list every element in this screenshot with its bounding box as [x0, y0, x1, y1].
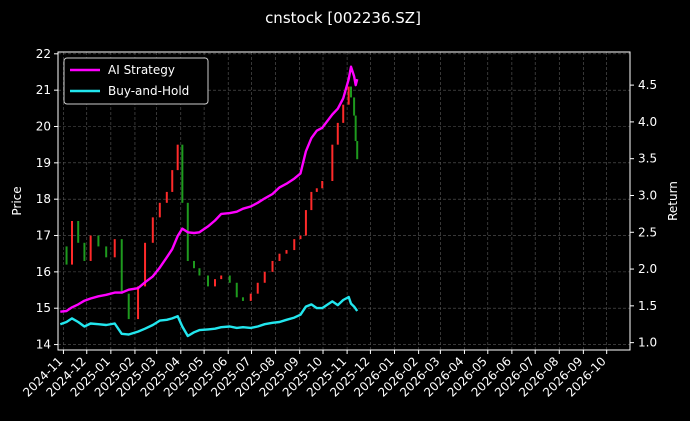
- y-tick-label-left: 16: [36, 265, 51, 279]
- series-line-ai-strategy: [60, 65, 359, 313]
- y-tick-label-left: 14: [36, 338, 51, 352]
- y-tick-label-left: 22: [36, 47, 51, 61]
- y-axis-right-ticks: 1.0 1.5 2.0 2.5 3.0 3.5 4.0 4.5: [630, 78, 657, 350]
- y-tick-label-right: 3.5: [638, 152, 657, 166]
- y-tick-label-right: 2.5: [638, 225, 657, 239]
- series-line-buy-and-hold: [59, 295, 359, 338]
- y-axis-left-title: Price: [10, 186, 24, 215]
- y-tick-label-right: 4.0: [638, 115, 657, 129]
- y-axis-right-title: Return: [666, 181, 680, 221]
- y-tick-label-left: 21: [36, 83, 51, 97]
- legend: AI Strategy Buy-and-Hold: [63, 57, 209, 105]
- y-tick-label-right: 4.5: [638, 78, 657, 92]
- y-tick-label-left: 20: [36, 120, 51, 134]
- y-tick-label-left: 19: [36, 156, 51, 170]
- x-axis-ticks: 2024-112024-122025-012025-022025-032025-…: [20, 350, 609, 400]
- legend-label-buy-and-hold: Buy-and-Hold: [108, 84, 189, 98]
- legend-label-ai-strategy: AI Strategy: [108, 63, 175, 77]
- plot-frame: [57, 51, 631, 351]
- chart-title: cnstock [002236.SZ]: [265, 9, 421, 27]
- y-axis-left-ticks: 14 15 16 17 18 19 20 21 22: [36, 47, 58, 352]
- y-tick-label-right: 1.5: [638, 299, 657, 313]
- return-lines: [59, 65, 359, 338]
- y-tick-label-left: 15: [36, 301, 51, 315]
- y-tick-label-right: 2.0: [638, 262, 657, 276]
- y-tick-label-left: 17: [36, 229, 51, 243]
- y-tick-label-left: 18: [36, 192, 51, 206]
- y-tick-label-right: 1.0: [638, 336, 657, 350]
- y-tick-label-right: 3.0: [638, 188, 657, 202]
